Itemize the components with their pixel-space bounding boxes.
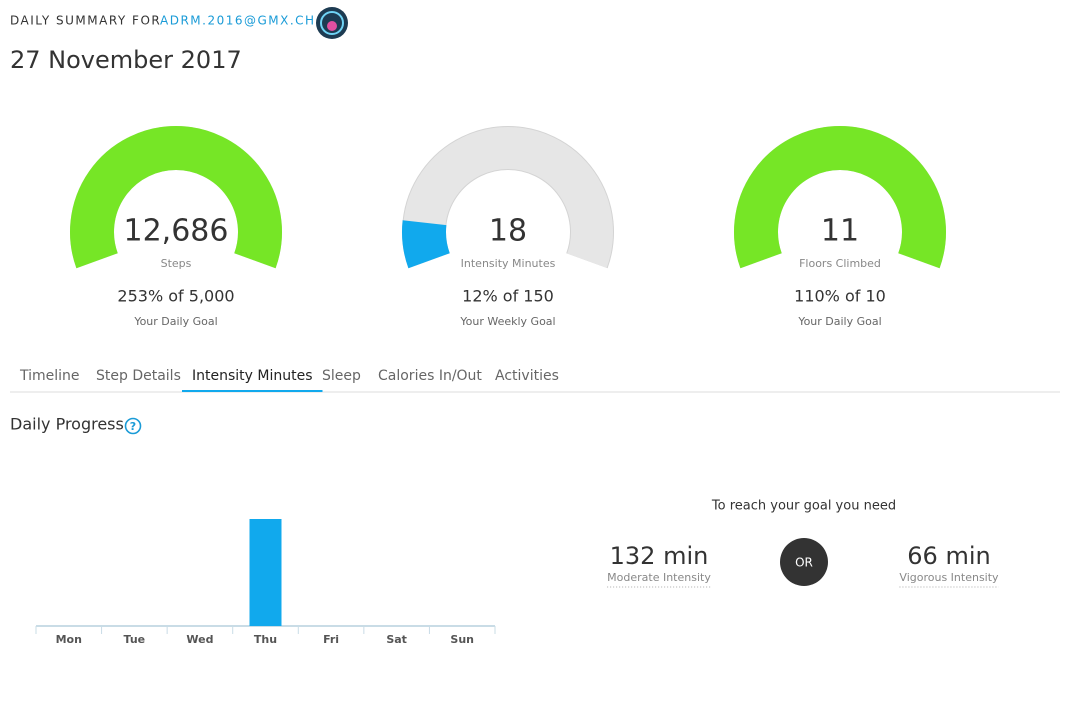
goal-label: Moderate Intensity xyxy=(607,571,711,584)
x-tick-label: Fri xyxy=(323,633,339,646)
goal-label: Vigorous Intensity xyxy=(899,571,999,584)
date: 27 November 2017 xyxy=(10,46,242,74)
x-tick-label: Tue xyxy=(124,633,146,646)
x-tick-label: Mon xyxy=(56,633,82,646)
goal-title: To reach your goal you need xyxy=(711,499,896,514)
header-label: DAILY SUMMARY FOR xyxy=(10,14,161,28)
gauge-value: 18 xyxy=(489,214,527,249)
tab[interactable]: Step Details xyxy=(96,368,181,384)
gauge-value: 11 xyxy=(821,214,859,249)
avatar[interactable] xyxy=(316,7,348,39)
header-email[interactable]: ADRM.2016@GMX.CH xyxy=(160,14,316,28)
gauge-fill xyxy=(70,126,282,269)
gauge-unit: Steps xyxy=(161,257,192,270)
gauge-percent: 110% of 10 xyxy=(794,287,886,306)
gauge-percent: 253% of 5,000 xyxy=(117,287,234,306)
gauge-value: 12,686 xyxy=(124,214,229,249)
or-label: OR xyxy=(795,556,813,570)
gauge-unit: Intensity Minutes xyxy=(461,257,556,270)
goal-value: 132 min xyxy=(610,542,709,570)
tab[interactable]: Calories In/Out xyxy=(378,368,482,384)
goal-value: 66 min xyxy=(907,542,990,570)
or-badge xyxy=(780,538,828,586)
tab[interactable]: Activities xyxy=(495,368,559,384)
help-icon-glyph[interactable]: ? xyxy=(130,420,136,433)
gauge-fill xyxy=(734,126,946,269)
bar xyxy=(249,519,282,626)
gauge-percent: 12% of 150 xyxy=(462,287,554,306)
x-tick-label: Wed xyxy=(186,633,213,646)
tab[interactable]: Intensity Minutes xyxy=(192,368,313,384)
gauge-goal: Your Daily Goal xyxy=(133,315,217,328)
x-tick-label: Sun xyxy=(450,633,474,646)
help-icon[interactable]: ? xyxy=(124,417,142,435)
tab[interactable]: Timeline xyxy=(19,368,80,384)
gauge-goal: Your Weekly Goal xyxy=(459,315,555,328)
gauge-track xyxy=(403,127,613,268)
x-tick-label: Thu xyxy=(254,633,277,646)
gauge-unit: Floors Climbed xyxy=(799,257,881,270)
section-title: Daily Progress xyxy=(10,415,124,434)
gauge-goal: Your Daily Goal xyxy=(797,315,881,328)
x-tick-label: Sat xyxy=(386,633,407,646)
tab[interactable]: Sleep xyxy=(322,368,361,384)
